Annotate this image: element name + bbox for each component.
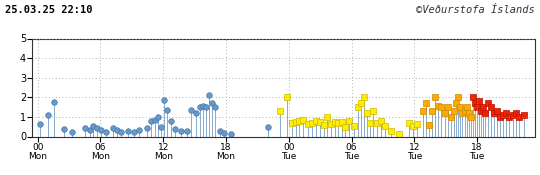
Text: 25.03.25 22:10: 25.03.25 22:10 [5,5,93,15]
Text: ©Veðurstofa Íslands: ©Veðurstofa Íslands [416,5,535,15]
